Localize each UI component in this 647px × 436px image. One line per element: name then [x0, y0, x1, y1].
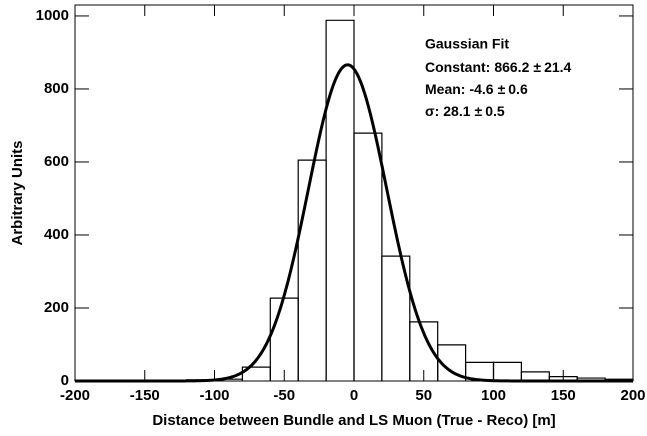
x-tick-label: -150	[130, 387, 160, 404]
y-tick-label: 1000	[36, 7, 69, 24]
histogram-bin	[297, 159, 327, 381]
y-tick-label: 800	[44, 80, 69, 97]
param-error: 0.6	[508, 81, 528, 97]
y-tick-label: 0	[61, 372, 69, 389]
y-tick-label: 200	[44, 299, 69, 316]
y-tick-label: 400	[44, 226, 69, 243]
histogram-bin	[325, 19, 355, 381]
x-tick-label: 0	[350, 387, 358, 404]
param-value: 28.1	[443, 103, 470, 119]
histogram-bin	[269, 297, 299, 381]
fit-parameter: Constant: 866.2 ±21.4	[425, 59, 572, 75]
histogram-bin	[381, 255, 411, 381]
param-value: -4.6	[469, 81, 493, 97]
param-value: 866.2	[494, 59, 529, 75]
fit-parameter: Mean: -4.6 ±0.6	[425, 81, 528, 97]
fit-title: Gaussian Fit	[425, 36, 509, 52]
param-pm: ±	[533, 59, 541, 75]
param-pm: ±	[498, 81, 506, 97]
fit-curve	[75, 63, 633, 383]
x-tick-label: 50	[415, 387, 432, 404]
param-name: Constant:	[425, 59, 490, 75]
param-error: 0.5	[485, 103, 505, 119]
histogram-bin	[492, 361, 522, 381]
x-tick-label: -100	[199, 387, 229, 404]
fit-parameter: σ: 28.1 ±0.5	[425, 103, 505, 119]
param-error: 21.4	[544, 59, 571, 75]
y-tick-label: 600	[44, 153, 69, 170]
x-tick-label: 150	[551, 387, 576, 404]
x-tick-label: -200	[60, 387, 90, 404]
x-tick-label: -50	[273, 387, 295, 404]
param-name: σ:	[425, 103, 439, 119]
y-axis-label: Arbitrary Units	[9, 140, 26, 245]
param-name: Mean:	[425, 81, 465, 97]
x-axis-label: Distance between Bundle and LS Muon (Tru…	[152, 412, 555, 429]
param-pm: ±	[475, 103, 483, 119]
x-tick-label: 200	[620, 387, 645, 404]
histogram-bin	[353, 132, 383, 381]
x-tick-label: 100	[481, 387, 506, 404]
